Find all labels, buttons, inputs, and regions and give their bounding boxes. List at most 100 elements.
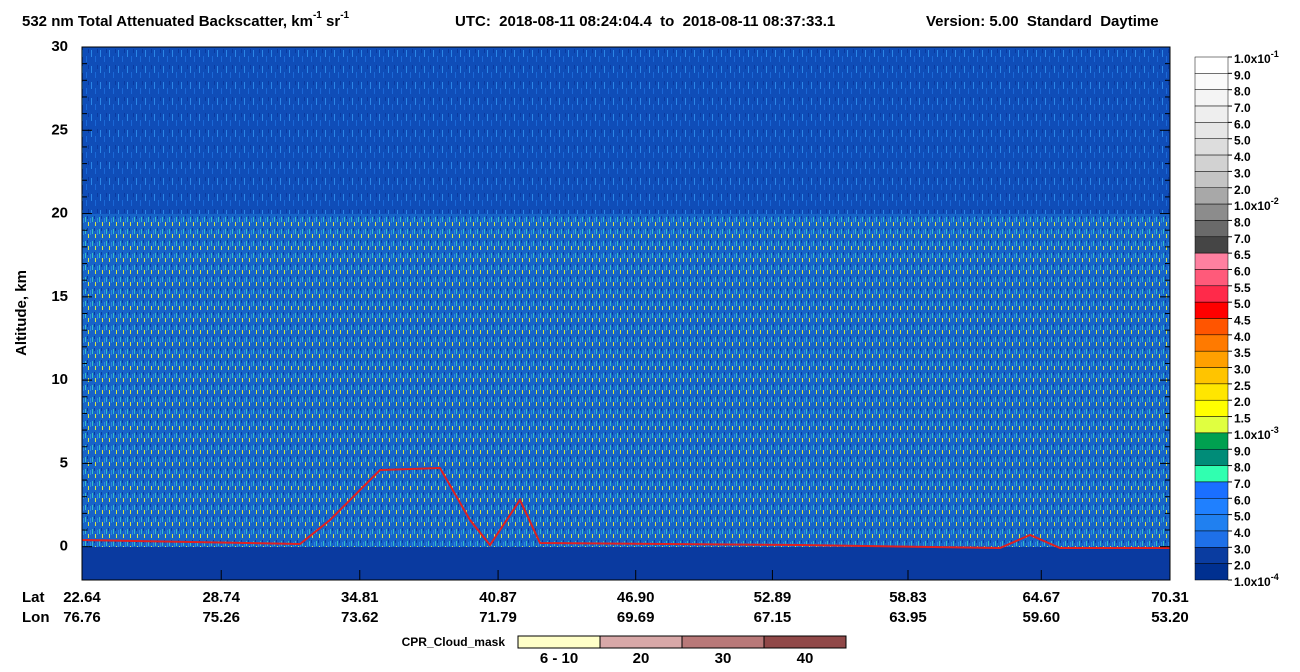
colorbar-label: 3.5 [1234,346,1251,360]
colorbar-label-text: 1.0x10 [1234,52,1271,66]
y-tick-label: 5 [60,454,68,471]
title-text: 532 nm Total Attenuated Backscatter, km [22,13,313,30]
colorbar-label: 1.0x10-2 [1234,196,1279,213]
colorbar-band [1194,89,1229,107]
colorbar-band [1194,318,1229,336]
cpr-legend-swatch [763,635,847,649]
colorbar-label-exp: -3 [1271,425,1279,435]
colorbar-label-text: 8.0 [1234,85,1251,99]
colorbar-label-text: 1.0x10 [1234,575,1271,589]
colorbar-label-text: 4.5 [1234,314,1251,328]
colorbar-label: 4.0 [1234,150,1251,164]
x-tick-label: 34.81 [341,589,379,606]
colorbar-label-text: 3.5 [1234,346,1251,360]
colorbar-band [1194,383,1229,401]
colorbar-label-text: 9.0 [1234,69,1251,83]
lon-label: 76.76 [63,609,101,626]
colorbar-label-text: 2.5 [1234,379,1251,393]
cpr-legend-swatch [517,635,601,649]
lon-label: 67.15 [754,609,792,626]
colorbar-band [1194,514,1229,532]
x-tick-label: 28.74 [202,589,240,606]
colorbar-label-text: 9.0 [1234,444,1251,458]
colorbar-band [1194,73,1229,90]
colorbar-label: 5.0 [1234,297,1251,311]
colorbar-band [1194,547,1229,564]
colorbar-label-text: 5.5 [1234,281,1251,295]
y-tick-label: 30 [51,38,68,55]
colorbar-band [1194,301,1229,319]
colorbar-label: 1.5 [1234,412,1251,426]
cpr-legend-label: 40 [797,650,814,667]
colorbar-label: 1.0x10-3 [1234,425,1279,442]
colorbar-band [1194,56,1229,74]
colorbar-label-exp: -4 [1271,572,1279,582]
colorbar-label-text: 2.0 [1234,183,1251,197]
colorbar-label: 1.0x10-1 [1234,49,1279,66]
x-tick-label: 40.87 [479,589,517,606]
colorbar-label: 8.0 [1234,216,1251,230]
title-superscript: -1 [340,10,349,21]
colorbar-label-text: 4.0 [1234,526,1251,540]
colorbar-label: 2.0 [1234,395,1251,409]
colorbar-label: 7.0 [1234,477,1251,491]
colorbar-label: 3.0 [1234,363,1251,377]
colorbar-label: 3.0 [1234,542,1251,556]
colorbar-label-text: 6.0 [1234,265,1251,279]
colorbar-label-text: 7.0 [1234,232,1251,246]
colorbar-band [1194,285,1229,303]
colorbar-label: 4.5 [1234,314,1251,328]
colorbar-label-text: 8.0 [1234,461,1251,475]
colorbar-label-text: 3.0 [1234,363,1251,377]
colorbar-label: 7.0 [1234,232,1251,246]
colorbar-label-text: 8.0 [1234,216,1251,230]
colorbar-label-text: 6.0 [1234,118,1251,132]
colorbar-label: 6.5 [1234,248,1251,262]
y-axis-label: Altitude, km [13,270,30,356]
colorbar-label-text: 2.0 [1234,395,1251,409]
colorbar-label-text: 6.5 [1234,248,1251,262]
chart-title: 532 nm Total Attenuated Backscatter, km-… [22,10,350,30]
colorbar-label: 8.0 [1234,85,1251,99]
lon-label: 75.26 [202,609,240,626]
lon-label: 69.69 [617,609,655,626]
colorbar-label: 6.0 [1234,265,1251,279]
x-row-label: Lon [22,609,50,626]
colorbar-band [1194,122,1229,139]
colorbar-band [1194,563,1229,581]
colorbar-label: 5.5 [1234,281,1251,295]
colorbar-label: 8.0 [1234,461,1251,475]
colorbar-label: 6.0 [1234,493,1251,507]
colorbar: 1.0x10-19.08.07.06.05.04.03.02.01.0x10-2… [1194,49,1279,589]
colorbar-label-text: 5.0 [1234,134,1251,148]
colorbar-label: 5.0 [1234,510,1251,524]
y-tick-label: 25 [51,121,68,138]
colorbar-label-exp: -1 [1271,49,1279,59]
colorbar-label-text: 1.0x10 [1234,199,1271,213]
colorbar-label-text: 4.0 [1234,150,1251,164]
colorbar-label: 5.0 [1234,134,1251,148]
y-tick-label: 20 [51,205,68,222]
colorbar-band [1194,252,1229,270]
colorbar-label-text: 4.0 [1234,330,1251,344]
version: Version: 5.00 Standard Daytime [926,13,1159,30]
title-text: sr [322,13,341,30]
cpr-legend-title: CPR_Cloud_mask [402,635,506,649]
x-tick-label: 52.89 [754,589,792,606]
colorbar-band [1194,449,1229,466]
colorbar-band [1194,465,1229,483]
colorbar-band [1194,269,1229,287]
x-tick-label: 64.67 [1023,589,1061,606]
colorbar-label-text: 6.0 [1234,493,1251,507]
colorbar-label-text: 7.0 [1234,477,1251,491]
colorbar-band [1194,334,1229,352]
colorbar-label-exp: -2 [1271,196,1279,206]
title-superscript: -1 [313,10,322,21]
colorbar-label-text: 1.0x10 [1234,428,1271,442]
colorbar-band [1194,432,1229,450]
time-range: UTC: 2018-08-11 08:24:04.4 to 2018-08-11… [455,13,835,30]
colorbar-band [1194,220,1229,238]
colorbar-label-text: 3.0 [1234,167,1251,181]
colorbar-label: 7.0 [1234,101,1251,115]
